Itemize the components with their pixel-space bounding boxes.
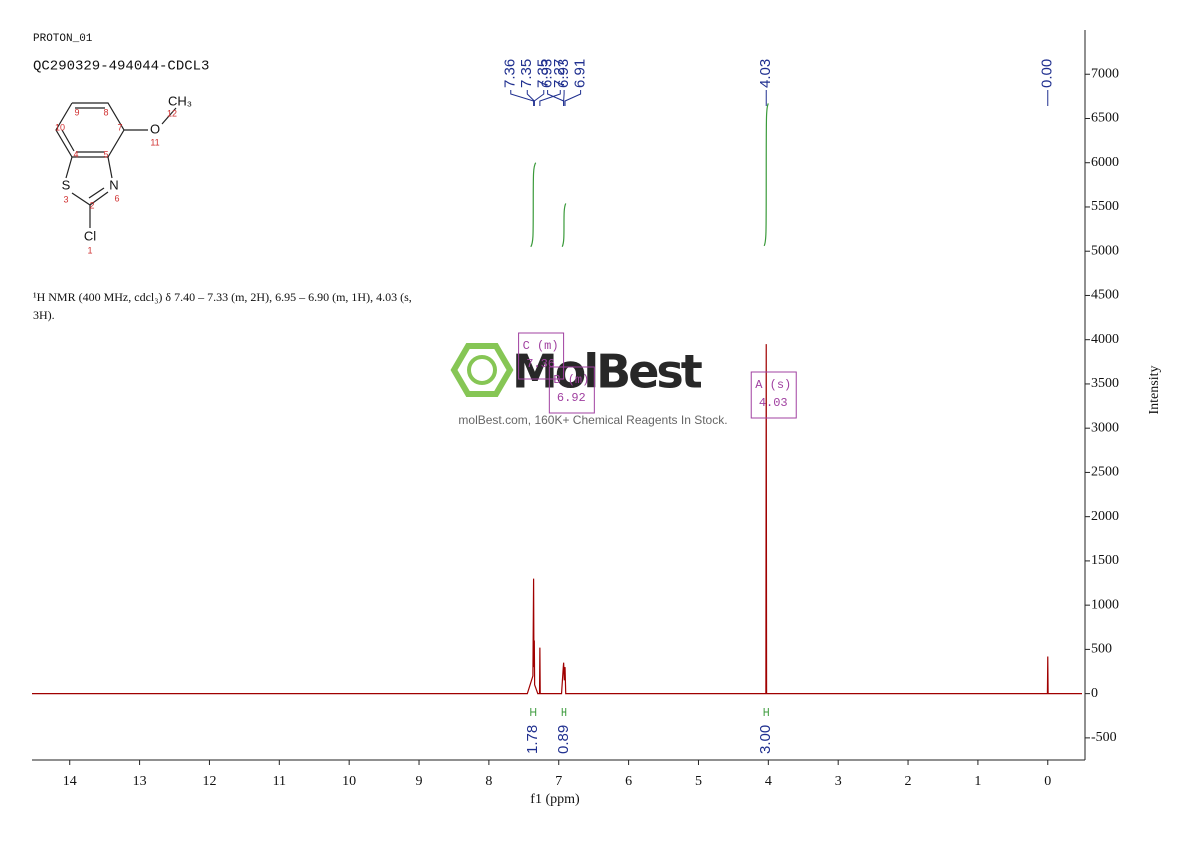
multiplet-label: C (m) [523, 339, 559, 353]
atom-label: Cl [84, 228, 96, 243]
atom-label: O [150, 121, 160, 136]
y-tick-label: 2500 [1091, 465, 1119, 480]
peak-leader [539, 90, 561, 106]
y-tick-label: 4000 [1091, 332, 1119, 347]
x-tick-label: 6 [625, 774, 632, 789]
peak-label: 0.00 [1039, 59, 1056, 88]
atom-number: 7 [117, 122, 122, 132]
peak-label: 7.35 [535, 59, 552, 88]
multiplet-label: B (m) [553, 373, 589, 387]
x-tick-label: 9 [416, 774, 423, 789]
multiplet-box [548, 366, 595, 414]
integral-bracket [530, 708, 537, 716]
x-tick-label: 2 [905, 774, 912, 789]
y-tick-label: 500 [1091, 642, 1112, 657]
x-tick-label: 10 [342, 774, 356, 789]
peak-leader [510, 90, 535, 106]
peak-leader [533, 90, 545, 106]
multiplet-shift: 6.92 [557, 391, 586, 405]
peak-leader [564, 90, 582, 106]
y-tick-label: 0 [1091, 686, 1098, 701]
molecule-bonds [55, 102, 177, 228]
y-tick-label: 5500 [1091, 199, 1119, 214]
peak-label: 6.93 [555, 59, 572, 88]
peak-label: 7.35 [518, 59, 535, 88]
multiplet-label: A (s) [755, 378, 791, 392]
watermark-icon [450, 343, 514, 397]
x-tick-label: 1 [974, 774, 981, 789]
y-tick-label: 6000 [1091, 155, 1119, 170]
x-tick-label: 4 [765, 774, 772, 789]
x-tick-label: 7 [555, 774, 562, 789]
x-tick-label: 8 [485, 774, 492, 789]
y-tick-label: 3000 [1091, 420, 1119, 435]
peak-label: 7.27 [551, 59, 568, 88]
x-tick-label: 3 [835, 774, 842, 789]
y-tick-label: 2000 [1091, 509, 1119, 524]
multiplet-box [750, 371, 797, 419]
y-tick-label: 1000 [1091, 597, 1119, 612]
atom-number: 8 [103, 107, 108, 117]
sample-name: QC290329-494044-CDCL3 [33, 59, 209, 75]
experiment-name: PROTON_01 [33, 33, 93, 45]
y-tick-label: 3500 [1091, 376, 1119, 391]
y-tick-label: 6500 [1091, 111, 1119, 126]
atom-number: 6 [114, 193, 119, 203]
peak-label: 6.93 [539, 59, 556, 88]
integral-curve [530, 162, 537, 248]
y-tick-label: -500 [1091, 730, 1117, 745]
atom-label: CH₃ [168, 93, 192, 108]
nmr-description: ¹H NMR (400 MHz, cdcl₃) δ 7.40 – 7.33 (m… [33, 290, 412, 322]
atom-number: 11 [150, 137, 159, 147]
atom-number: 3 [63, 194, 68, 204]
peak-label: 6.91 [572, 59, 589, 88]
atom-number: 5 [103, 149, 108, 159]
x-axis-label: f1 (ppm) [530, 792, 580, 807]
integral-bracket [763, 708, 769, 716]
atom-number: 1 [87, 245, 92, 255]
atom-number: 2 [89, 200, 94, 210]
integral-bracket [561, 708, 567, 716]
atom-number: 10 [55, 122, 65, 132]
peak-label: 7.36 [502, 59, 519, 88]
integral-value: 1.78 [524, 725, 541, 754]
x-tick-label: 13 [133, 774, 147, 789]
y-tick-label: 5000 [1091, 243, 1119, 258]
spectrum-line [32, 344, 1082, 695]
watermark-icon [467, 355, 497, 385]
x-tick-label: 14 [63, 774, 77, 789]
multiplet-box [518, 332, 565, 380]
integral-curve [763, 103, 769, 247]
atom-label: S [62, 177, 71, 192]
integral-value: 0.89 [555, 725, 572, 754]
y-tick-label: 7000 [1091, 66, 1119, 81]
y-axis-label: Intensity [1147, 366, 1162, 415]
y-tick-label: 1500 [1091, 553, 1119, 568]
atom-number: 9 [74, 107, 79, 117]
atom-label: N [109, 177, 118, 192]
x-tick-label: 5 [695, 774, 702, 789]
integral-value: 3.00 [757, 725, 774, 754]
atom-number: 12 [167, 108, 177, 118]
peak-label: 4.03 [757, 59, 774, 88]
x-tick-label: 0 [1044, 774, 1051, 789]
watermark-tagline: molBest.com, 160K+ Chemical Reagents In … [458, 413, 727, 427]
multiplet-shift: 7.36 [526, 357, 555, 371]
x-tick-label: 11 [273, 774, 286, 789]
integral-curve [561, 203, 567, 248]
y-tick-label: 4500 [1091, 288, 1119, 303]
watermark: MolBest molBest.com, 160K+ Chemical Reag… [450, 343, 728, 427]
x-tick-label: 12 [202, 774, 216, 789]
multiplet-shift: 4.03 [759, 396, 788, 410]
atom-number: 4 [73, 149, 78, 159]
watermark-logo: MolBest [512, 345, 702, 399]
